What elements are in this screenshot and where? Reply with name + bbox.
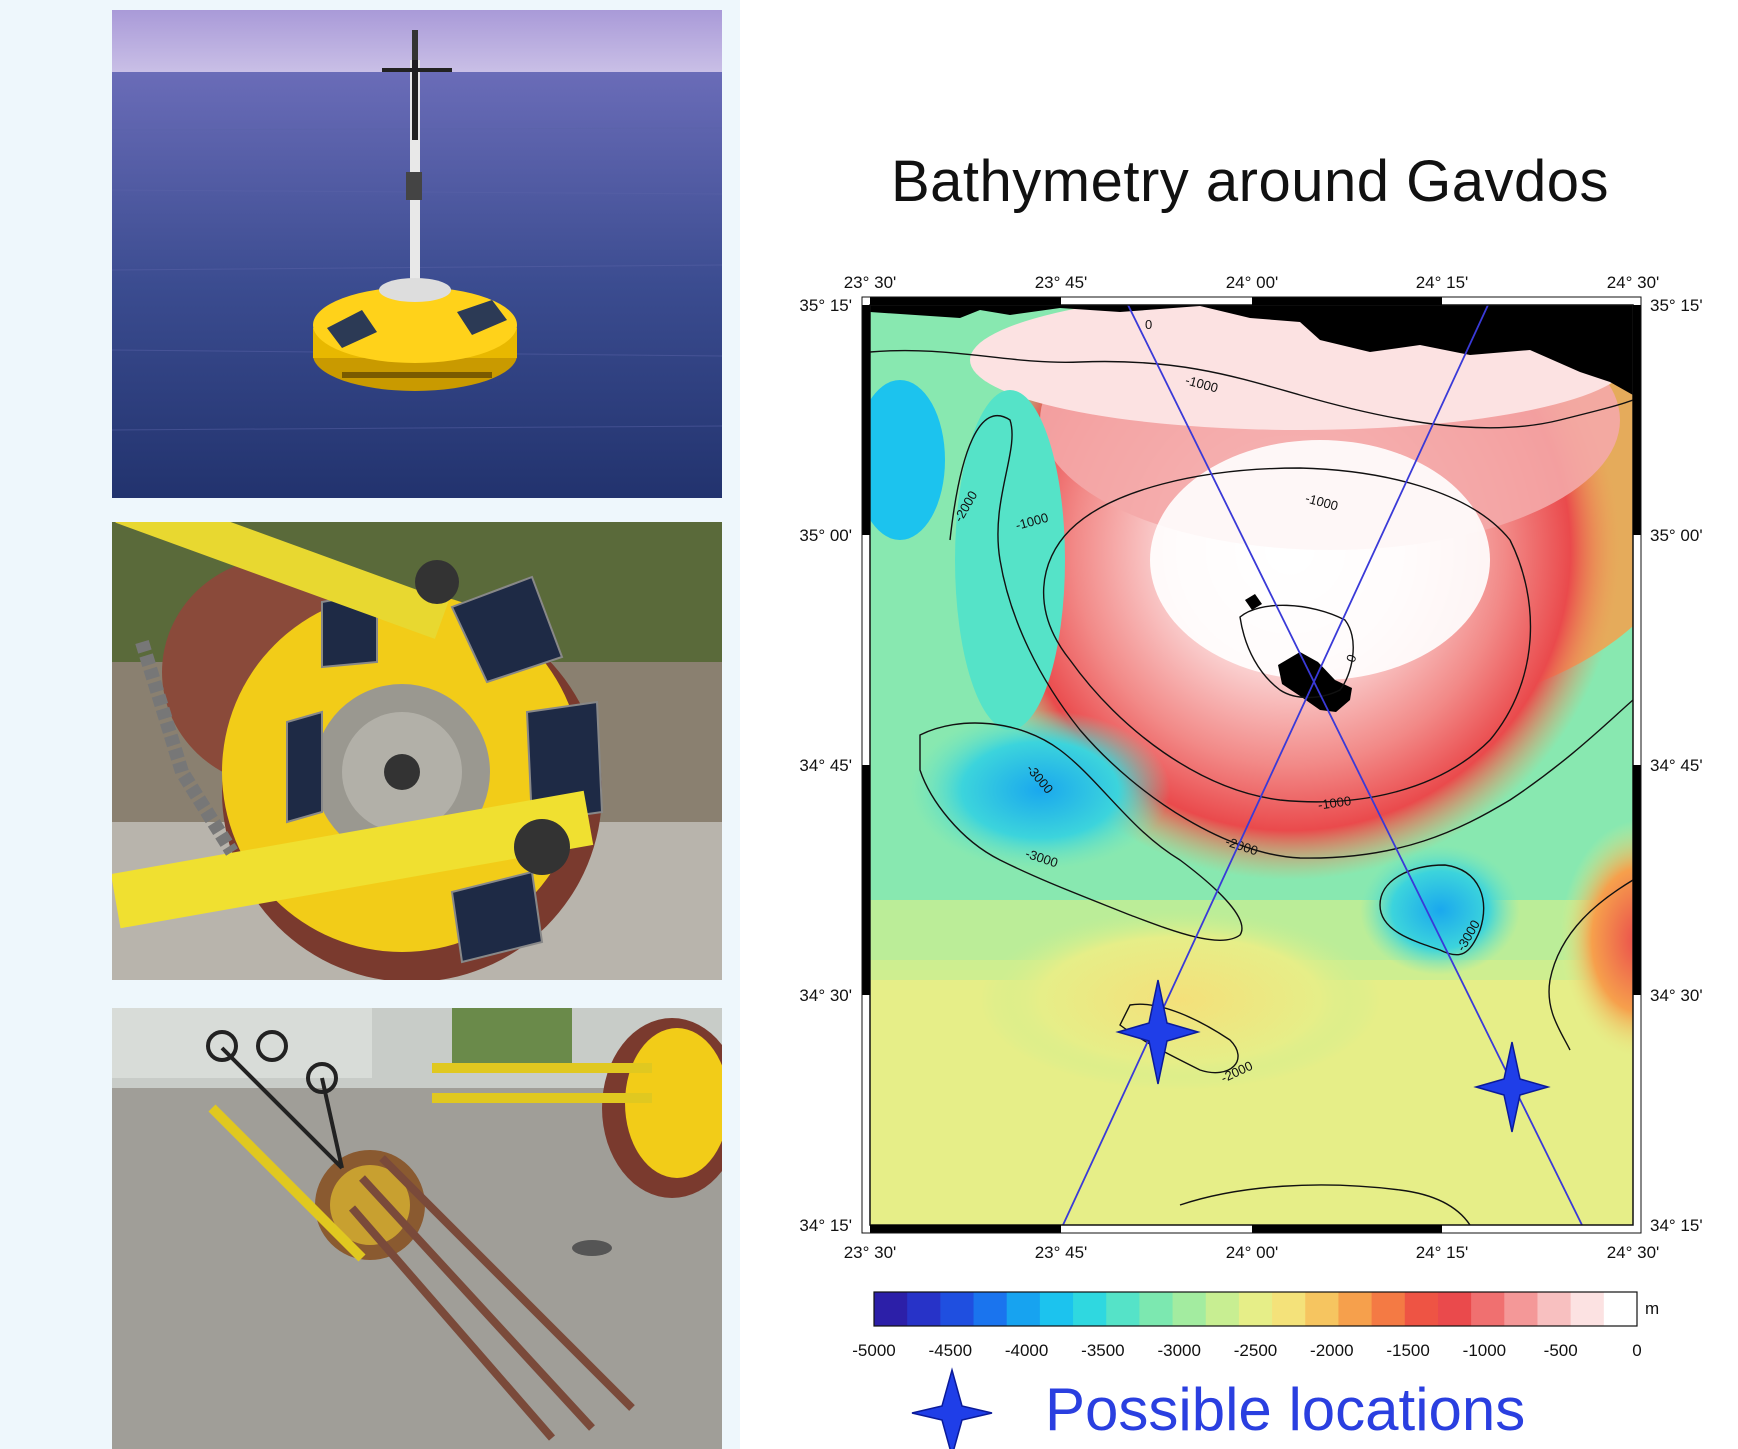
bathymetry-map: 0 -1000 -1000 -1000 -1000 -2000 -2000 -2…: [799, 273, 1703, 1449]
colorbar-swatch: [1570, 1292, 1605, 1326]
svg-text:34° 30': 34° 30': [1650, 986, 1703, 1005]
svg-text:0: 0: [1343, 652, 1360, 664]
svg-text:35° 15': 35° 15': [1650, 296, 1703, 315]
svg-text:34° 15': 34° 15': [1650, 1216, 1703, 1235]
buoy-on-dock-photo: [112, 522, 722, 980]
colorbar-tick: 0: [1632, 1341, 1641, 1360]
location-marker-east-icon[interactable]: [1473, 1041, 1551, 1133]
latitude-labels-left: 35° 15' 35° 00' 34° 45' 34° 30' 34° 15': [799, 296, 852, 1235]
svg-text:23° 30': 23° 30': [844, 1243, 897, 1262]
svg-text:34° 15': 34° 15': [799, 1216, 852, 1235]
colorbar-tick: -2000: [1310, 1341, 1353, 1360]
map-title: Bathymetry around Gavdos: [890, 149, 1610, 214]
colorbar-swatch: [1305, 1292, 1340, 1326]
svg-text:23° 45': 23° 45': [1035, 1243, 1088, 1262]
colorbar-tick: -4500: [929, 1341, 972, 1360]
svg-text:24° 00': 24° 00': [1226, 1243, 1279, 1262]
colorbar-tick: -2500: [1234, 1341, 1277, 1360]
colorbar-swatch: [907, 1292, 941, 1326]
colorbar-swatch: [1371, 1292, 1406, 1326]
longitude-labels-top: 23° 30' 23° 45' 24° 00' 24° 15' 24° 30': [844, 273, 1660, 292]
svg-text:24° 30': 24° 30': [1607, 1243, 1660, 1262]
svg-text:35° 15': 35° 15': [799, 296, 852, 315]
buoy-at-sea-photo: [112, 10, 722, 498]
svg-text:24° 00': 24° 00': [1226, 273, 1279, 292]
svg-text:34° 45': 34° 45': [799, 756, 852, 775]
colorbar-swatch: [1205, 1292, 1240, 1326]
svg-text:-1000: -1000: [1317, 793, 1352, 812]
colorbar-swatch: [1039, 1292, 1074, 1326]
colorbar-tick-labels: -5000 -4500 -4000 -3500 -3000 -2500 -2000 -1500…: [852, 1341, 1641, 1360]
colorbar-swatch: [1404, 1292, 1439, 1326]
colorbar-swatch: [1603, 1292, 1638, 1326]
colorbar-swatch: [1006, 1292, 1041, 1326]
svg-text:23° 45': 23° 45': [1035, 273, 1088, 292]
location-marker-west-icon[interactable]: [1115, 979, 1201, 1085]
colorbar-swatch: [1504, 1292, 1539, 1326]
colorbar-swatch: [874, 1292, 908, 1326]
svg-text:34° 30': 34° 30': [799, 986, 852, 1005]
colorbar-swatch: [1172, 1292, 1207, 1326]
colorbar-tick: -4000: [1005, 1341, 1048, 1360]
colorbar-tick: -500: [1544, 1341, 1578, 1360]
svg-text:24° 15': 24° 15': [1416, 1243, 1469, 1262]
latitude-labels-right: 35° 15' 35° 00' 34° 45' 34° 30' 34° 15': [1650, 296, 1703, 1235]
legend-star-icon: [911, 1367, 993, 1449]
svg-text:35° 00': 35° 00': [799, 526, 852, 545]
colorbar-swatch: [1537, 1292, 1572, 1326]
photo-panel: [0, 0, 740, 1449]
colorbar-swatch: [1106, 1292, 1140, 1326]
svg-text:24° 30': 24° 30': [1607, 273, 1660, 292]
map-border-ticks: [862, 297, 1641, 1233]
svg-text:24° 15': 24° 15': [1416, 273, 1469, 292]
buoy-frame-photo: [112, 1008, 722, 1449]
colorbar-frame: [873, 1291, 1638, 1327]
colorbar-tick: -3500: [1081, 1341, 1124, 1360]
colorbar-swatch: [1073, 1292, 1107, 1326]
colorbar-swatch: [940, 1292, 975, 1326]
svg-text:23° 30': 23° 30': [844, 273, 897, 292]
svg-text:35° 00': 35° 00': [1650, 526, 1703, 545]
longitude-labels-bottom: 23° 30' 23° 45' 24° 00' 24° 15' 24° 30': [844, 1243, 1660, 1262]
colorbar-swatch: [1238, 1292, 1273, 1326]
colorbar-tick: -1500: [1386, 1341, 1429, 1360]
colorbar-tick: -5000: [852, 1341, 895, 1360]
colorbar-unit: m: [1645, 1299, 1659, 1318]
colorbar-tick: -1000: [1463, 1341, 1506, 1360]
depth-colorbar: [874, 1292, 1638, 1326]
colorbar-swatch: [1338, 1292, 1373, 1326]
colorbar-swatch: [973, 1292, 1008, 1326]
colorbar-swatch: [1139, 1292, 1174, 1326]
svg-text:0: 0: [1145, 317, 1152, 332]
colorbar-swatch: [1437, 1292, 1472, 1326]
depth-contours: [870, 349, 1633, 1225]
colorbar-tick: -3000: [1157, 1341, 1200, 1360]
colorbar-swatch: [1272, 1292, 1306, 1326]
legend-label: Possible locations: [1045, 1376, 1526, 1443]
bathymetry-raster: 0 -1000 -1000 -1000 -1000 -2000 -2000 -2…: [870, 305, 1633, 1225]
svg-text:34° 45': 34° 45': [1650, 756, 1703, 775]
colorbar-swatch: [1471, 1292, 1505, 1326]
